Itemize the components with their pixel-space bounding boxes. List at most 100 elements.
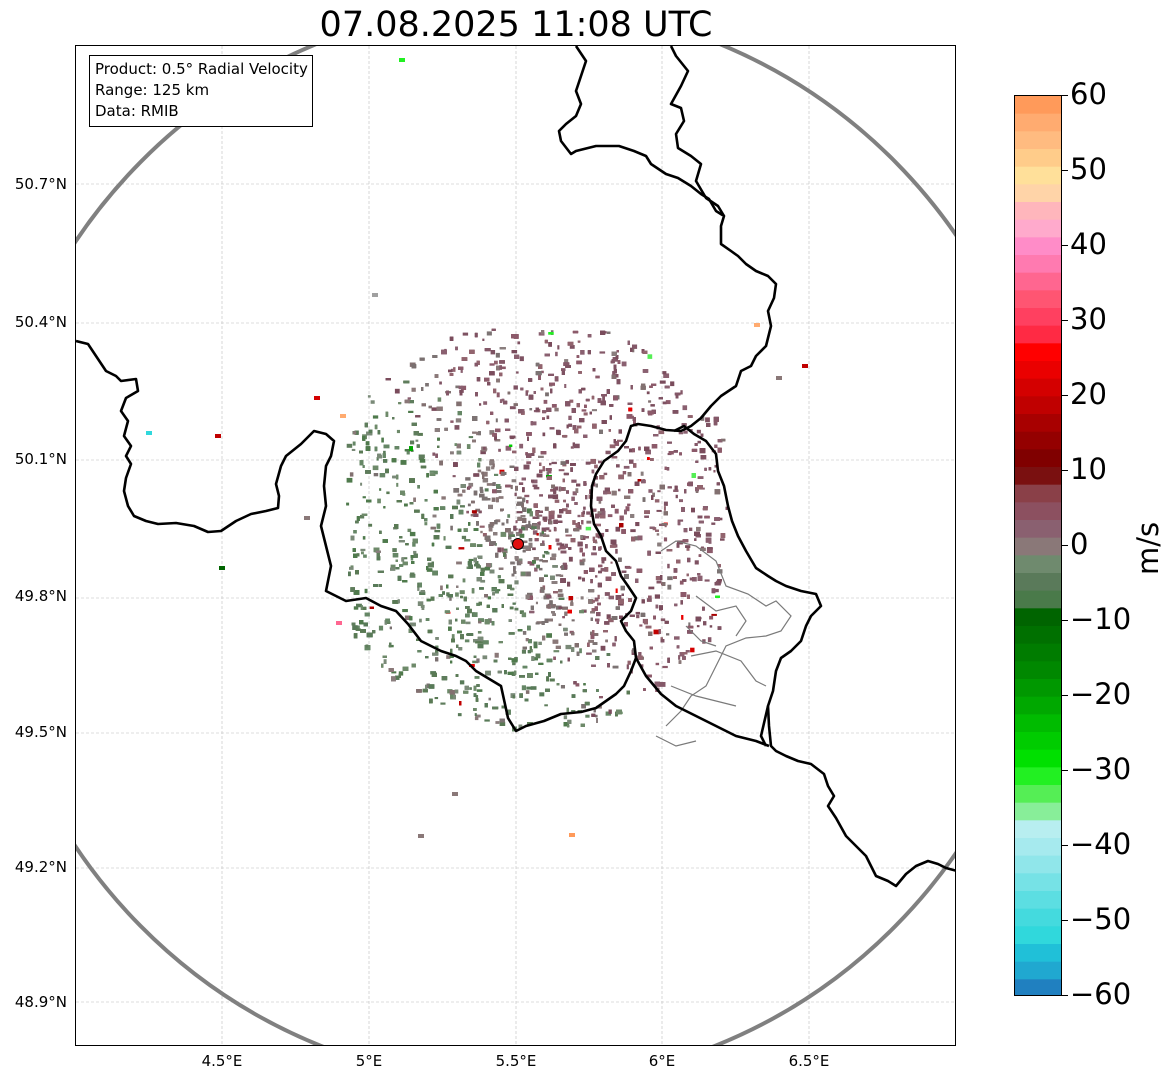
echo-pixel [479, 525, 485, 528]
echo-pixel [544, 593, 551, 596]
echo-pixel [516, 511, 523, 514]
echo-pixel [468, 436, 474, 439]
echo-pixel [530, 686, 537, 690]
echo-pixel [365, 470, 371, 474]
echo-pixel [607, 514, 613, 518]
echo-pixel [398, 671, 404, 676]
echo-pixel [570, 602, 574, 606]
echo-pixel [572, 520, 576, 525]
echo-pixel [351, 448, 356, 451]
echo-pixel [458, 547, 465, 550]
echo-pixel [632, 344, 638, 349]
echo-pixel [482, 471, 488, 477]
echo-pixel [495, 418, 498, 423]
echo-pixel [617, 439, 623, 442]
echo-pixel [410, 555, 415, 558]
echo-pixel [479, 493, 485, 498]
echo-pixel [482, 474, 485, 479]
echo-pixel [402, 557, 408, 560]
echo-pixel [372, 415, 379, 419]
echo-pixel [565, 460, 569, 464]
echo-pixel [705, 537, 712, 543]
echo-pixel [534, 503, 538, 508]
echo-pixel [615, 595, 622, 600]
echo-pixel [568, 596, 574, 601]
echo-pixel [360, 482, 363, 486]
echo-pixel [450, 451, 454, 455]
echo-pixel [548, 529, 552, 532]
echo-pixel [647, 354, 653, 359]
echo-pixel [632, 347, 635, 353]
echo-pixel [581, 704, 586, 709]
echo-pixel [554, 527, 557, 532]
echo-pixel [508, 536, 512, 540]
echo-pixel [586, 520, 592, 524]
echo-pixel [488, 697, 491, 701]
echo-pixel [531, 479, 538, 484]
echo-pixel [383, 506, 386, 509]
echo-pixel [577, 514, 581, 518]
echo-pixel [581, 520, 584, 525]
echo-pixel [694, 538, 697, 541]
echo-pixel [697, 440, 701, 444]
echo-pixel [369, 606, 374, 609]
echo-pixel [525, 690, 530, 694]
echo-pixel [539, 532, 544, 537]
echo-pixel [417, 586, 420, 591]
echo-pixel [599, 532, 605, 537]
echo-pixel [449, 596, 452, 601]
echo-pixel [486, 483, 493, 486]
echo-pixel [452, 475, 456, 478]
echo-pixel [448, 574, 454, 579]
echo-pixel [550, 557, 556, 561]
echo-pixel [606, 653, 611, 656]
echo-pixel [479, 486, 483, 492]
echo-pixel [568, 547, 572, 550]
echo-pixel [525, 391, 528, 396]
echo-pixel [583, 412, 588, 416]
echo-pixel [469, 687, 472, 690]
echo-pixel [666, 633, 670, 636]
echo-pixel [494, 520, 498, 525]
echo-pixel [349, 566, 354, 570]
echo-pixel [604, 592, 610, 596]
echo-pixel [563, 722, 569, 727]
echo-pixel [535, 511, 539, 516]
echo-pixel [457, 630, 462, 634]
echo-pixel [479, 403, 482, 406]
echo-pixel [609, 544, 616, 548]
echo-pixel [609, 415, 612, 420]
echo-pixel [538, 641, 542, 645]
echo-pixel [687, 415, 693, 418]
echo-pixel [610, 561, 613, 564]
echo-pixel [477, 643, 484, 649]
echo-pixel [448, 626, 452, 631]
echo-pixel [546, 676, 549, 682]
echo-pixel [665, 400, 671, 405]
echo-pixel [720, 538, 725, 541]
echo-pixel [592, 536, 596, 542]
echo-pixel [583, 683, 586, 686]
echo-pixel [615, 355, 619, 359]
echo-pixel [637, 479, 642, 482]
echo-pixel [590, 458, 596, 464]
echo-pixel [425, 656, 429, 659]
echo-pixel [609, 444, 616, 449]
echo-pixel [545, 527, 550, 531]
echo-pixel [572, 491, 577, 496]
echo-pixel [551, 404, 557, 408]
echo-pixel [576, 525, 582, 530]
echo-pixel [532, 547, 536, 551]
echo-pixel [646, 598, 652, 602]
radar-map[interactable] [75, 45, 956, 1046]
echo-pixel [663, 373, 670, 378]
echo-pixel [581, 409, 587, 412]
echo-pixel [456, 561, 462, 565]
velocity-echoes [146, 58, 808, 838]
echo-pixel [517, 496, 522, 499]
echo-pixel [630, 529, 636, 533]
echo-pixel [646, 391, 650, 395]
echo-pixel [552, 494, 559, 500]
echo-pixel [560, 685, 565, 689]
echo-pixel [476, 602, 480, 606]
